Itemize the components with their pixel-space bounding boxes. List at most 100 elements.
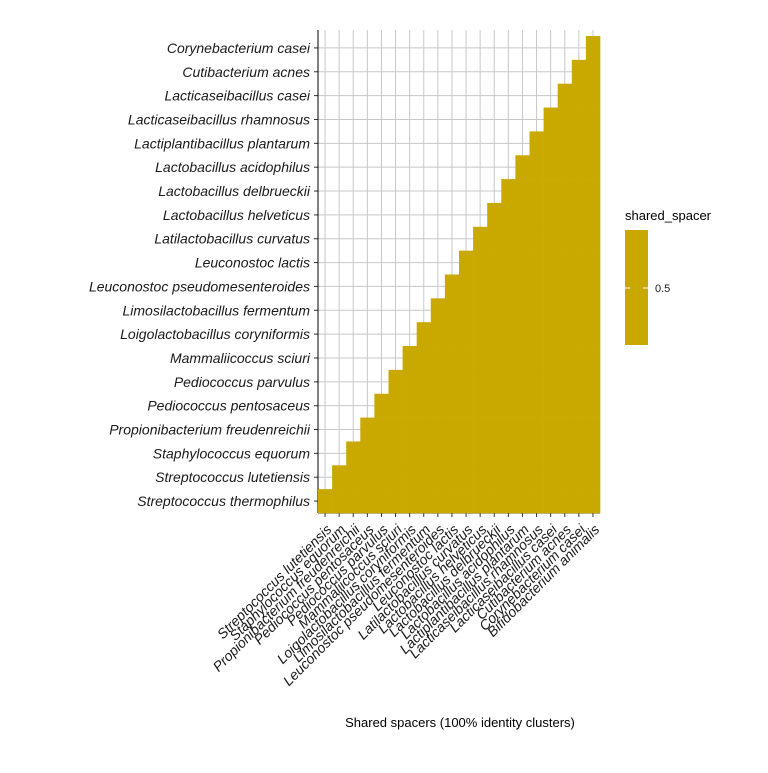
heatmap-cell (585, 155, 601, 180)
heatmap-cell (571, 465, 587, 490)
heatmap-cell (543, 131, 558, 156)
heatmap-cell (374, 465, 389, 490)
heatmap-cell (444, 322, 460, 347)
heatmap-cell (515, 393, 530, 418)
heatmap-cell (543, 417, 558, 442)
heatmap-cell (571, 441, 587, 466)
heatmap-cell (416, 417, 432, 442)
heatmap-cell (543, 346, 558, 371)
heatmap-cell (557, 465, 573, 490)
heatmap-cell (459, 274, 474, 299)
heatmap-cell (585, 489, 601, 514)
heatmap-cell (388, 393, 403, 418)
heatmap-cell (571, 131, 587, 156)
heatmap-cell (402, 489, 417, 514)
heatmap-cell (571, 274, 587, 299)
heatmap-cell (515, 346, 530, 371)
heatmap-cell (430, 369, 446, 395)
heatmap-cell (332, 489, 347, 514)
heatmap-cell (501, 346, 516, 371)
heatmap-cell (557, 298, 573, 323)
heatmap-cell (402, 465, 417, 490)
y-tick-label: Loigolactobacillus coryniformis (120, 326, 310, 342)
heatmap-cell (416, 346, 432, 371)
heatmap-cell (557, 369, 573, 395)
heatmap-cell (444, 489, 460, 514)
heatmap-cell (501, 322, 516, 347)
heatmap-cell (487, 489, 502, 514)
heatmap-cell (459, 393, 474, 418)
y-tick-label: Lacticaseibacillus rhamnosus (128, 111, 310, 127)
heatmap-cell (515, 202, 530, 228)
heatmap-cell (557, 83, 573, 108)
y-tick-label: Corynebacterium casei (167, 40, 311, 56)
heatmap-cell (473, 441, 488, 466)
heatmap-cell (388, 441, 403, 466)
heatmap-cell (543, 441, 558, 466)
heatmap-cell (346, 489, 361, 514)
heatmap-cell (557, 250, 573, 275)
heatmap-cell (459, 465, 474, 490)
heatmap-cell (585, 202, 601, 228)
y-tick-label: Pediococcus pentosaceus (147, 398, 310, 414)
heatmap-cell (318, 489, 333, 514)
heatmap-cell (529, 489, 544, 514)
heatmap-cell (444, 274, 460, 299)
heatmap-cell (402, 417, 417, 442)
heatmap-cell (459, 250, 474, 275)
heatmap-cell (571, 346, 587, 371)
heatmap-cell (487, 441, 502, 466)
heatmap-cell (529, 202, 544, 228)
heatmap-cell (430, 322, 446, 347)
y-tick-label: Lactobacillus acidophilus (155, 159, 310, 175)
heatmap-cell (529, 369, 544, 395)
heatmap-cell (444, 369, 460, 395)
heatmap-cell (360, 489, 375, 514)
heatmap-cell (360, 465, 375, 490)
heatmap-cell (360, 441, 375, 466)
heatmap-cell (501, 250, 516, 275)
heatmap-cell (585, 36, 601, 61)
y-tick-label: Lactiplantibacillus plantarum (134, 135, 310, 151)
heatmap-cell (585, 417, 601, 442)
heatmap-cell (402, 346, 417, 371)
heatmap-cell (557, 393, 573, 418)
heatmap-cell (557, 179, 573, 204)
heatmap-cell (487, 393, 502, 418)
heatmap-cell (473, 322, 488, 347)
y-tick-label: Propionibacterium freudenreichii (109, 422, 311, 438)
heatmap-cell (585, 250, 601, 275)
heatmap-cell (515, 298, 530, 323)
heatmap-cell (402, 369, 417, 395)
legend-title: shared_spacer (625, 208, 712, 223)
heatmap-cell (543, 202, 558, 228)
heatmap-cell (459, 489, 474, 514)
heatmap-cell (515, 179, 530, 204)
heatmap-cell (515, 226, 530, 251)
y-tick-label: Leuconostoc pseudomesenteroides (89, 278, 310, 294)
heatmap-cell (473, 298, 488, 323)
heatmap-cell (515, 322, 530, 347)
heatmap-cell (571, 179, 587, 204)
heatmap-cell (430, 441, 446, 466)
heatmap-cell (473, 250, 488, 275)
heatmap-cell (585, 59, 601, 84)
heatmap-cell (473, 274, 488, 299)
heatmap-cell (515, 369, 530, 395)
y-tick-label: Staphylococcus equorum (153, 445, 311, 461)
heatmap-cell (585, 322, 601, 347)
heatmap-cell (374, 417, 389, 442)
heatmap-cell (501, 274, 516, 299)
legend-color-bar (625, 230, 648, 345)
heatmap-cell (374, 489, 389, 514)
x-tick-labels: Streptococcus lutetiensisStaphylococcus … (209, 521, 602, 689)
heatmap-cell (501, 441, 516, 466)
heatmap-cell (571, 369, 587, 395)
heatmap-cell (487, 322, 502, 347)
heatmap-cell (557, 274, 573, 299)
y-tick-label: Cutibacterium acnes (182, 64, 310, 80)
heatmap-cell (543, 393, 558, 418)
heatmap-cell (501, 226, 516, 251)
y-tick-labels: Corynebacterium casei Cutibacterium acnes… (89, 40, 311, 509)
